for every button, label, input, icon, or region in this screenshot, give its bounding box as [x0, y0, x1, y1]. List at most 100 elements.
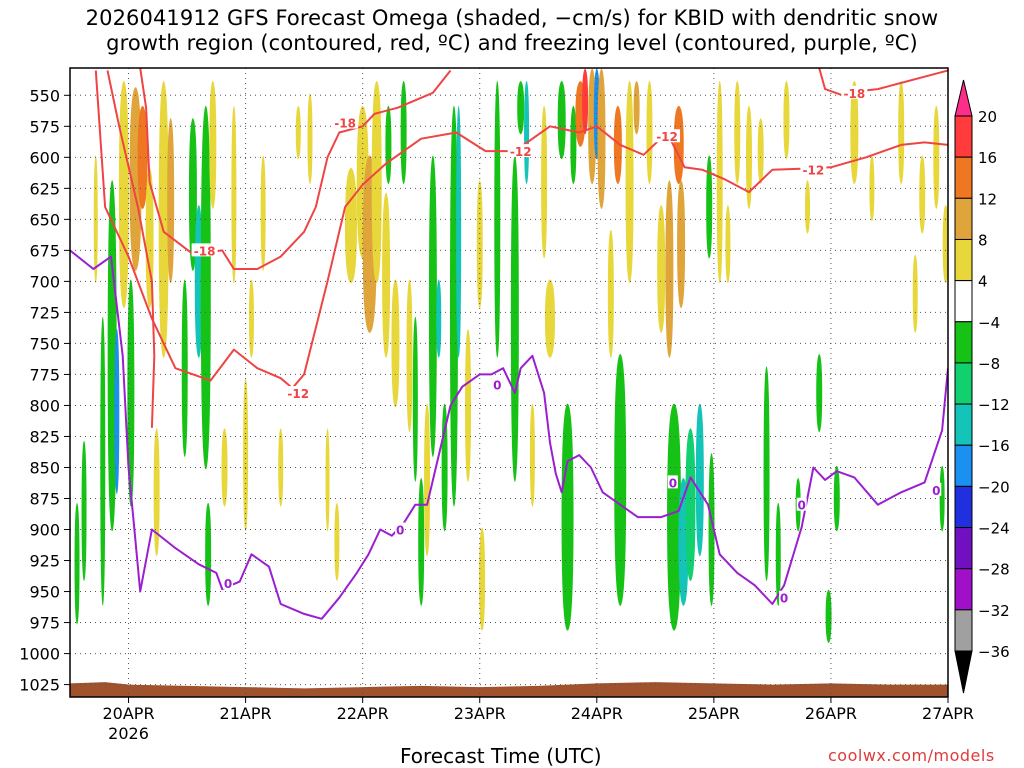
colorbar-label-0: 20	[978, 108, 997, 126]
terrain-group	[70, 682, 948, 697]
colorbar-box-8	[954, 444, 973, 487]
omega-streak-83	[734, 80, 741, 185]
omega-streak-51	[510, 155, 519, 482]
contour-label-bg-7	[223, 575, 234, 589]
chart-title-line2: growth region (contoured, red, ºC) and f…	[106, 31, 918, 55]
colorbar-label-11: −28	[978, 561, 1010, 579]
omega-streak-75	[667, 403, 682, 631]
omega-streak-97	[912, 254, 918, 334]
colorbar-box-4	[954, 280, 973, 323]
omega-streak-4	[107, 180, 117, 532]
contour-line-1	[139, 68, 452, 270]
colorbar-box-12	[954, 609, 973, 652]
y-tick-label-975: 975	[29, 614, 60, 633]
contour-label-bg-13	[931, 482, 942, 496]
omega-streak-58	[561, 403, 574, 631]
contour-line-4	[70, 249, 948, 620]
colorbar-box-3	[954, 238, 973, 282]
omega-streak-26	[295, 105, 301, 160]
omega-streak-92	[825, 589, 832, 644]
omega-streak-6	[118, 80, 129, 309]
omega-streak-84	[745, 105, 752, 209]
colorbar: 20 16 12 8 4 −4 −8 −12 −16 −20 −24 −28 −32 −36	[954, 79, 1010, 694]
contour-label-12: 0	[797, 499, 805, 513]
omega-streak-100	[939, 465, 945, 532]
y-tick-label-700: 700	[29, 272, 60, 291]
omega-streak-79	[706, 155, 713, 259]
omega-streak-101	[942, 204, 948, 284]
omega-streak-15	[188, 118, 197, 271]
omega-streak-23	[248, 279, 254, 358]
x-tick-label-21APR: 21APR	[220, 704, 272, 723]
omega-streak-68	[625, 80, 634, 284]
contour-label-11: 0	[780, 592, 788, 606]
omega-streak-13	[167, 118, 175, 284]
omega-streak-7	[127, 279, 135, 507]
credit-link[interactable]: coolwx.com/models	[828, 746, 995, 765]
y-tick-label-550: 550	[29, 86, 60, 105]
omega-streak-3	[100, 316, 106, 606]
omega-streak-28	[325, 428, 330, 532]
y-tick-label-1000: 1000	[19, 645, 60, 664]
colorbar-label-9: −20	[978, 478, 1010, 496]
omega-streak-82	[725, 204, 731, 284]
omega-streak-14	[181, 279, 188, 458]
omega-streak-17	[200, 105, 211, 470]
omega-streak-96	[898, 80, 905, 185]
contour-label-bg-3	[285, 386, 312, 400]
omega-streak-70	[646, 80, 653, 185]
omega-streak-47	[465, 329, 472, 482]
omega-streak-59	[570, 105, 577, 185]
y-tick-label-900: 900	[29, 521, 60, 540]
omega-streak-20	[221, 428, 228, 507]
x-axis-title: Forecast Time (UTC)	[400, 744, 602, 768]
omega-streak-72	[665, 180, 674, 358]
omega-streak-45	[449, 105, 458, 507]
omega-streak-34	[382, 192, 391, 358]
contour-line-3	[94, 70, 948, 390]
colorbar-label-6: −8	[978, 355, 1000, 373]
contour-label-10: 0	[669, 476, 677, 490]
omega-streak-53	[524, 80, 530, 185]
contour-label-bg-2	[841, 85, 868, 99]
contour-label-bg-1	[332, 115, 359, 129]
omega-streak-12	[158, 80, 169, 358]
colorbar-label-8: −16	[978, 437, 1010, 455]
colorbar-box-5	[954, 321, 973, 364]
omega-streak-10	[145, 167, 154, 309]
contour-label-6: -12	[803, 164, 825, 178]
y-tick-label-725: 725	[29, 303, 60, 322]
omega-streak-29	[334, 502, 340, 582]
y-tick-label-625: 625	[29, 179, 60, 198]
y-axis: 550 575 600 625 650 675 700 725 750 775 800 825 850 8…	[19, 86, 70, 695]
y-tick-label-875: 875	[29, 489, 60, 508]
omega-streak-5	[114, 329, 120, 495]
omega-streak-21	[231, 105, 237, 284]
contour-label-bg-10	[667, 475, 678, 489]
omega-streak-80	[708, 453, 715, 606]
omega-streak-54	[529, 403, 535, 507]
contour-label-1: -18	[334, 117, 356, 131]
omega-streak-35	[385, 105, 392, 185]
contour-label-13: 0	[932, 484, 940, 498]
omega-streak-38	[406, 279, 413, 433]
omega-streak-30	[344, 167, 357, 284]
colorbar-label-10: −24	[978, 520, 1010, 538]
omega-streak-57	[557, 80, 566, 160]
omega-streak-0	[74, 502, 80, 625]
y-tick-label-675: 675	[29, 241, 60, 260]
omega-streak-86	[763, 366, 770, 582]
omega-streak-66	[613, 105, 622, 185]
contour-label-4: -12	[510, 145, 532, 159]
contour-label-9: 0	[493, 378, 501, 392]
contour-label-bg-12	[796, 497, 807, 511]
omega-streak-22	[243, 378, 249, 532]
y-tick-label-600: 600	[29, 148, 60, 167]
omega-streak-55	[541, 105, 548, 259]
contour-label-7: 0	[224, 577, 232, 591]
omega-streak-88	[783, 80, 790, 160]
omega-streak-24	[260, 155, 266, 271]
colorbar-box-6	[954, 362, 973, 405]
y-tick-label-1025: 1025	[19, 676, 60, 695]
